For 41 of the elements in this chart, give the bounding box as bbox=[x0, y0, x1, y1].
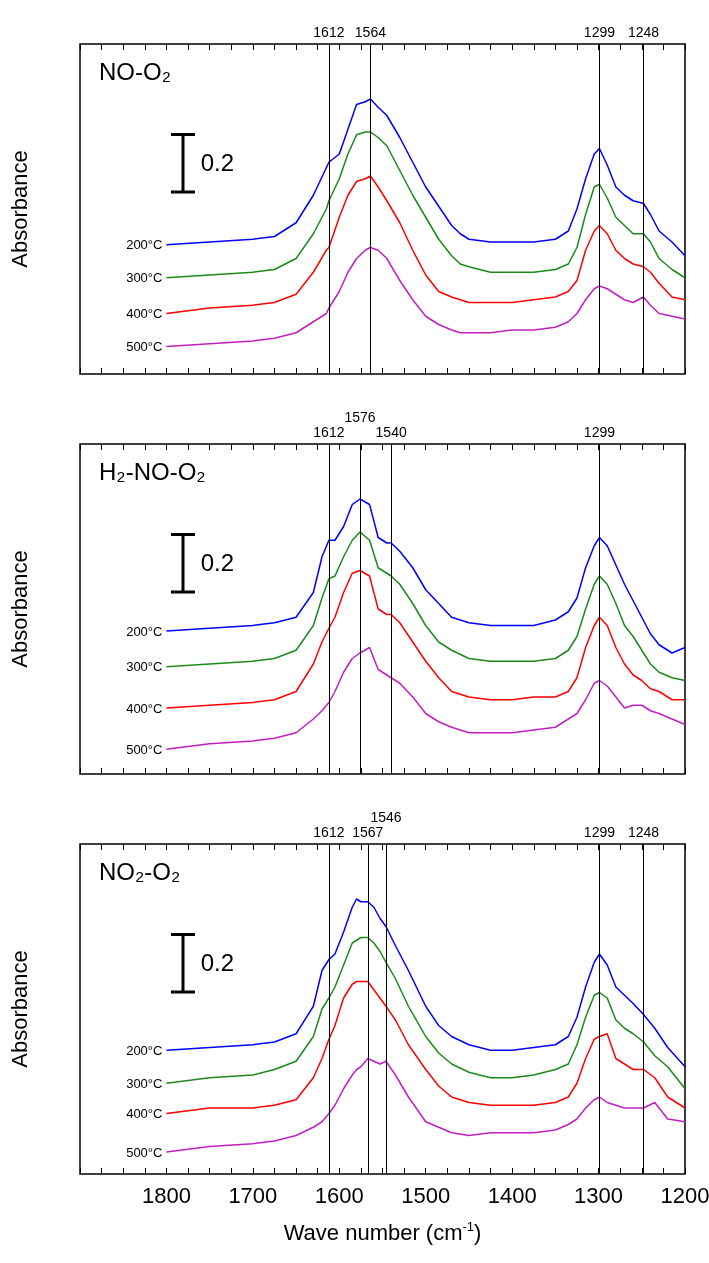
annotation: 0.2 bbox=[200, 949, 235, 978]
series-label: 500°C bbox=[126, 741, 163, 757]
x-tick-label: 1800 bbox=[141, 1182, 191, 1208]
y-axis-title: Absorbance bbox=[6, 550, 32, 668]
series-label: 300°C bbox=[126, 1075, 163, 1091]
x-tick-label: 1300 bbox=[574, 1182, 624, 1208]
ref-line-label: 1612 bbox=[313, 24, 345, 40]
ref-line-label: 1299 bbox=[583, 24, 616, 40]
ref-line-label: 1540 bbox=[375, 424, 407, 440]
ref-line-label: 1546 bbox=[370, 809, 402, 825]
annotation: 0.2 bbox=[200, 549, 235, 578]
y-axis-title: Absorbance bbox=[6, 950, 32, 1068]
x-tick-label: 1200 bbox=[660, 1182, 709, 1208]
ref-line-label: 1299 bbox=[583, 424, 616, 440]
ref-line-label: 1299 bbox=[583, 824, 616, 840]
chart-title: NO-O₂ bbox=[99, 57, 171, 85]
series-label: 400°C bbox=[126, 1106, 163, 1121]
series-label: 300°C bbox=[126, 270, 163, 286]
series-label: 200°C bbox=[126, 237, 163, 253]
ref-line-label: 1567 bbox=[352, 824, 384, 840]
x-tick-label: 1600 bbox=[314, 1182, 364, 1208]
series-label: 400°C bbox=[126, 700, 163, 716]
x-tick-label: 1400 bbox=[487, 1182, 537, 1208]
ref-line-label: 1248 bbox=[627, 24, 660, 40]
chart-title: H₂-NO-O₂ bbox=[99, 457, 206, 485]
ref-line-label: 1248 bbox=[627, 824, 660, 840]
chart-title: NO₂-O₂ bbox=[99, 857, 181, 885]
x-tick-label: 1700 bbox=[228, 1182, 278, 1208]
series-label: 300°C bbox=[126, 659, 163, 675]
series-label: 200°C bbox=[126, 1042, 163, 1058]
ref-line-label: 1612 bbox=[313, 424, 345, 440]
x-tick-label: 1500 bbox=[401, 1182, 451, 1208]
annotation: 0.2 bbox=[200, 149, 235, 178]
series-label: 500°C bbox=[126, 1144, 163, 1160]
series-label: 200°C bbox=[126, 623, 163, 639]
ref-line-label: 1612 bbox=[313, 824, 345, 840]
ref-line-label: 1564 bbox=[354, 24, 387, 40]
series-label: 400°C bbox=[126, 306, 163, 321]
series-label: 500°C bbox=[126, 339, 163, 354]
y-axis-title: Absorbance bbox=[6, 150, 32, 268]
ref-line-label: 1576 bbox=[344, 409, 376, 425]
